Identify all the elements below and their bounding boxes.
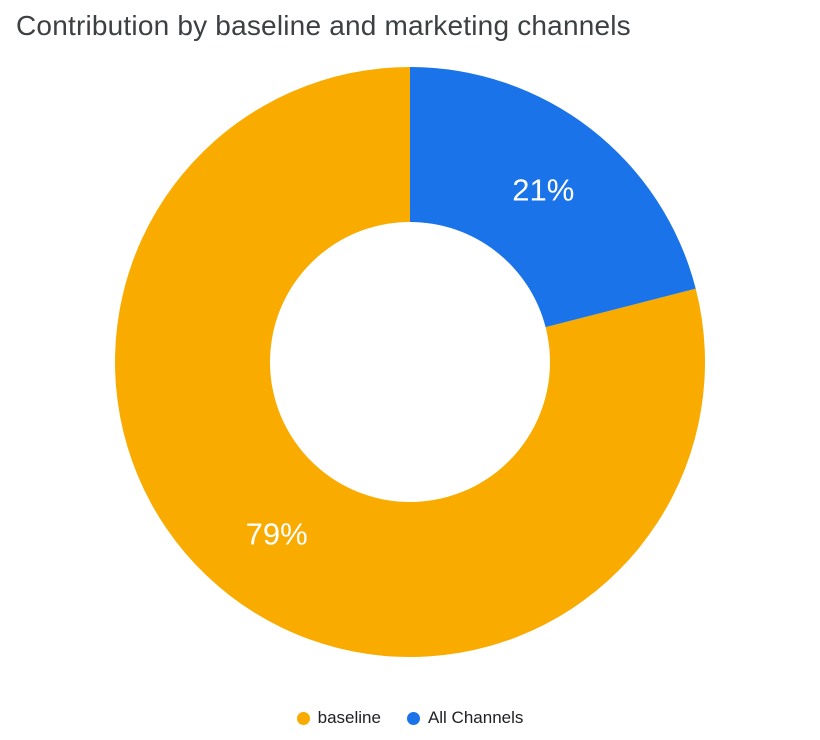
legend-item-baseline[interactable]: baseline: [296, 708, 381, 728]
donut-slice-baseline[interactable]: [115, 67, 706, 657]
chart-title: Contribution by baseline and marketing c…: [16, 10, 631, 41]
legend-label-all-channels: All Channels: [427, 708, 524, 727]
legend: baseline All Channels: [0, 708, 820, 728]
legend-item-all-channels[interactable]: All Channels: [406, 708, 524, 728]
slice-value-label-all-channels: 21%: [512, 173, 574, 208]
legend-dot-baseline: [296, 711, 310, 725]
donut-slice-all-channels[interactable]: [410, 67, 696, 328]
legend-label-baseline: baseline: [317, 708, 381, 727]
slice-value-label-baseline: 79%: [246, 516, 308, 551]
legend-dot-all-channels: [406, 711, 420, 725]
